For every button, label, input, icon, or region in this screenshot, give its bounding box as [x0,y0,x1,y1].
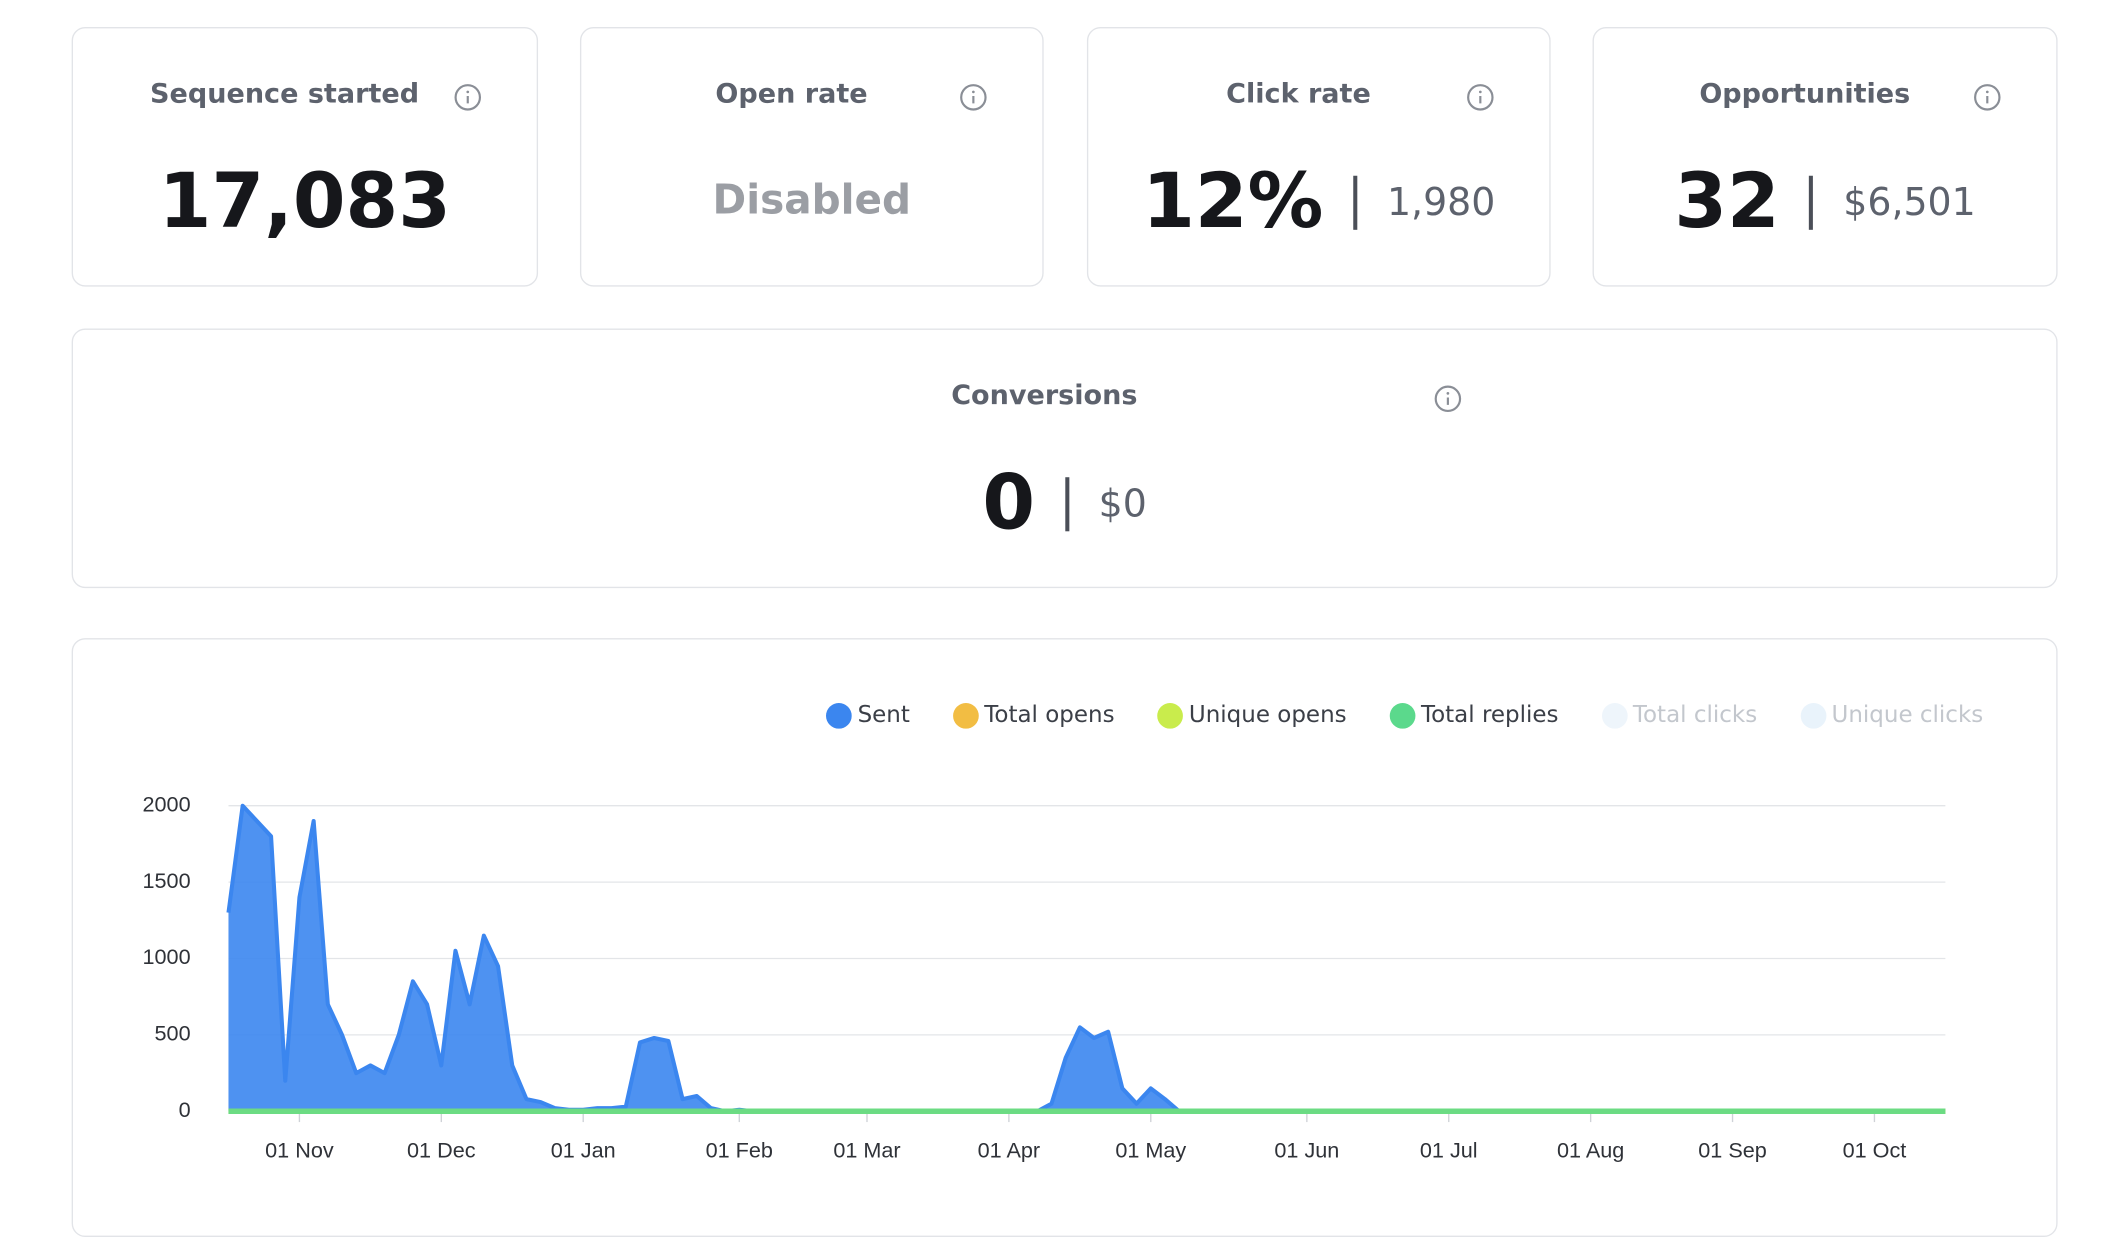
x-tick-label: 01 Apr [978,1138,1041,1163]
card-title: Open rate [715,77,868,110]
legend-swatch [953,702,979,728]
y-tick-label: 500 [155,1021,191,1046]
card-value: 17,083 [158,158,451,247]
legend-swatch [1601,702,1628,728]
legend-item[interactable]: Sent [826,701,910,729]
y-tick-label: 1500 [143,868,191,893]
legend-label: Total opens [984,701,1115,729]
card-secondary: $6,501 [1843,179,1976,225]
info-icon[interactable] [1972,82,2002,112]
legend-swatch [1157,702,1184,728]
separator [1809,175,1814,230]
stat-card: Open rate Disabled [579,27,1044,287]
chart-card: Sent Total opens Unique opens Total replies… [71,638,2058,1237]
card-value: 32 [1674,158,1780,247]
legend-label: Total clicks [1632,701,1758,729]
legend-label: Unique opens [1188,701,1347,729]
y-tick-label: 1000 [143,944,191,969]
card-secondary: $0 [1098,481,1147,526]
info-icon[interactable] [958,82,988,112]
chart: 0 500 1000 1500 2000 01 Nov 01 Dec 01 Jan 01 Feb… [143,791,1946,1163]
x-tick-label: 01 Aug [1557,1138,1624,1163]
card-value: Disabled [712,177,912,225]
legend-item[interactable]: Total replies [1389,701,1559,729]
info-icon[interactable] [1465,82,1495,112]
legend-item[interactable]: Unique clicks [1800,702,1983,729]
legend-swatch [1800,702,1827,728]
card-title: Opportunities [1699,77,1911,110]
x-tick-label: 01 Jun [1274,1138,1339,1163]
y-tick-label: 2000 [143,791,191,816]
series-area [228,805,1946,1112]
x-tick-label: 01 Jul [1420,1138,1478,1163]
legend-item[interactable]: Total clicks [1601,701,1758,729]
legend: Sent Total opens Unique opens Total replies… [826,702,1983,729]
info-icon[interactable] [1433,384,1463,414]
legend-label: Total replies [1420,701,1559,729]
separator [1064,476,1069,531]
x-tick-label: 01 Sep [1698,1138,1767,1163]
x-tick-label: 01 Feb [706,1138,773,1163]
legend-label: Unique clicks [1831,701,1984,729]
x-tick-label: 01 Dec [407,1138,476,1163]
card-title: Click rate [1226,77,1371,110]
x-tick-label: 01 Mar [833,1138,900,1163]
x-tick-label: 01 Nov [265,1138,334,1163]
x-tick-label: 01 May [1115,1138,1186,1163]
separator [1353,175,1358,230]
legend-swatch [1389,702,1416,728]
stat-card: Conversions 0 $0 [71,328,2058,589]
legend-item[interactable]: Total opens [953,701,1115,729]
card-title: Sequence started [150,77,420,110]
legend-swatch [826,702,853,728]
stat-card: Click rate 12% 1,980 [1086,27,1551,287]
stat-card: Opportunities 32 $6,501 [1592,27,2058,287]
card-value: 0 [982,459,1036,548]
x-tick-label: 01 Jan [551,1138,616,1163]
legend-label: Sent [857,701,910,729]
x-tick-label: 01 Oct [1843,1138,1907,1163]
card-title: Conversions [951,378,1138,411]
y-tick-label: 0 [179,1097,191,1122]
info-icon[interactable] [453,82,483,112]
legend-item[interactable]: Unique opens [1157,701,1347,729]
card-secondary: 1,980 [1386,179,1496,225]
card-value: 12% [1142,158,1324,247]
stat-card: Sequence started 17,083 [71,27,539,287]
